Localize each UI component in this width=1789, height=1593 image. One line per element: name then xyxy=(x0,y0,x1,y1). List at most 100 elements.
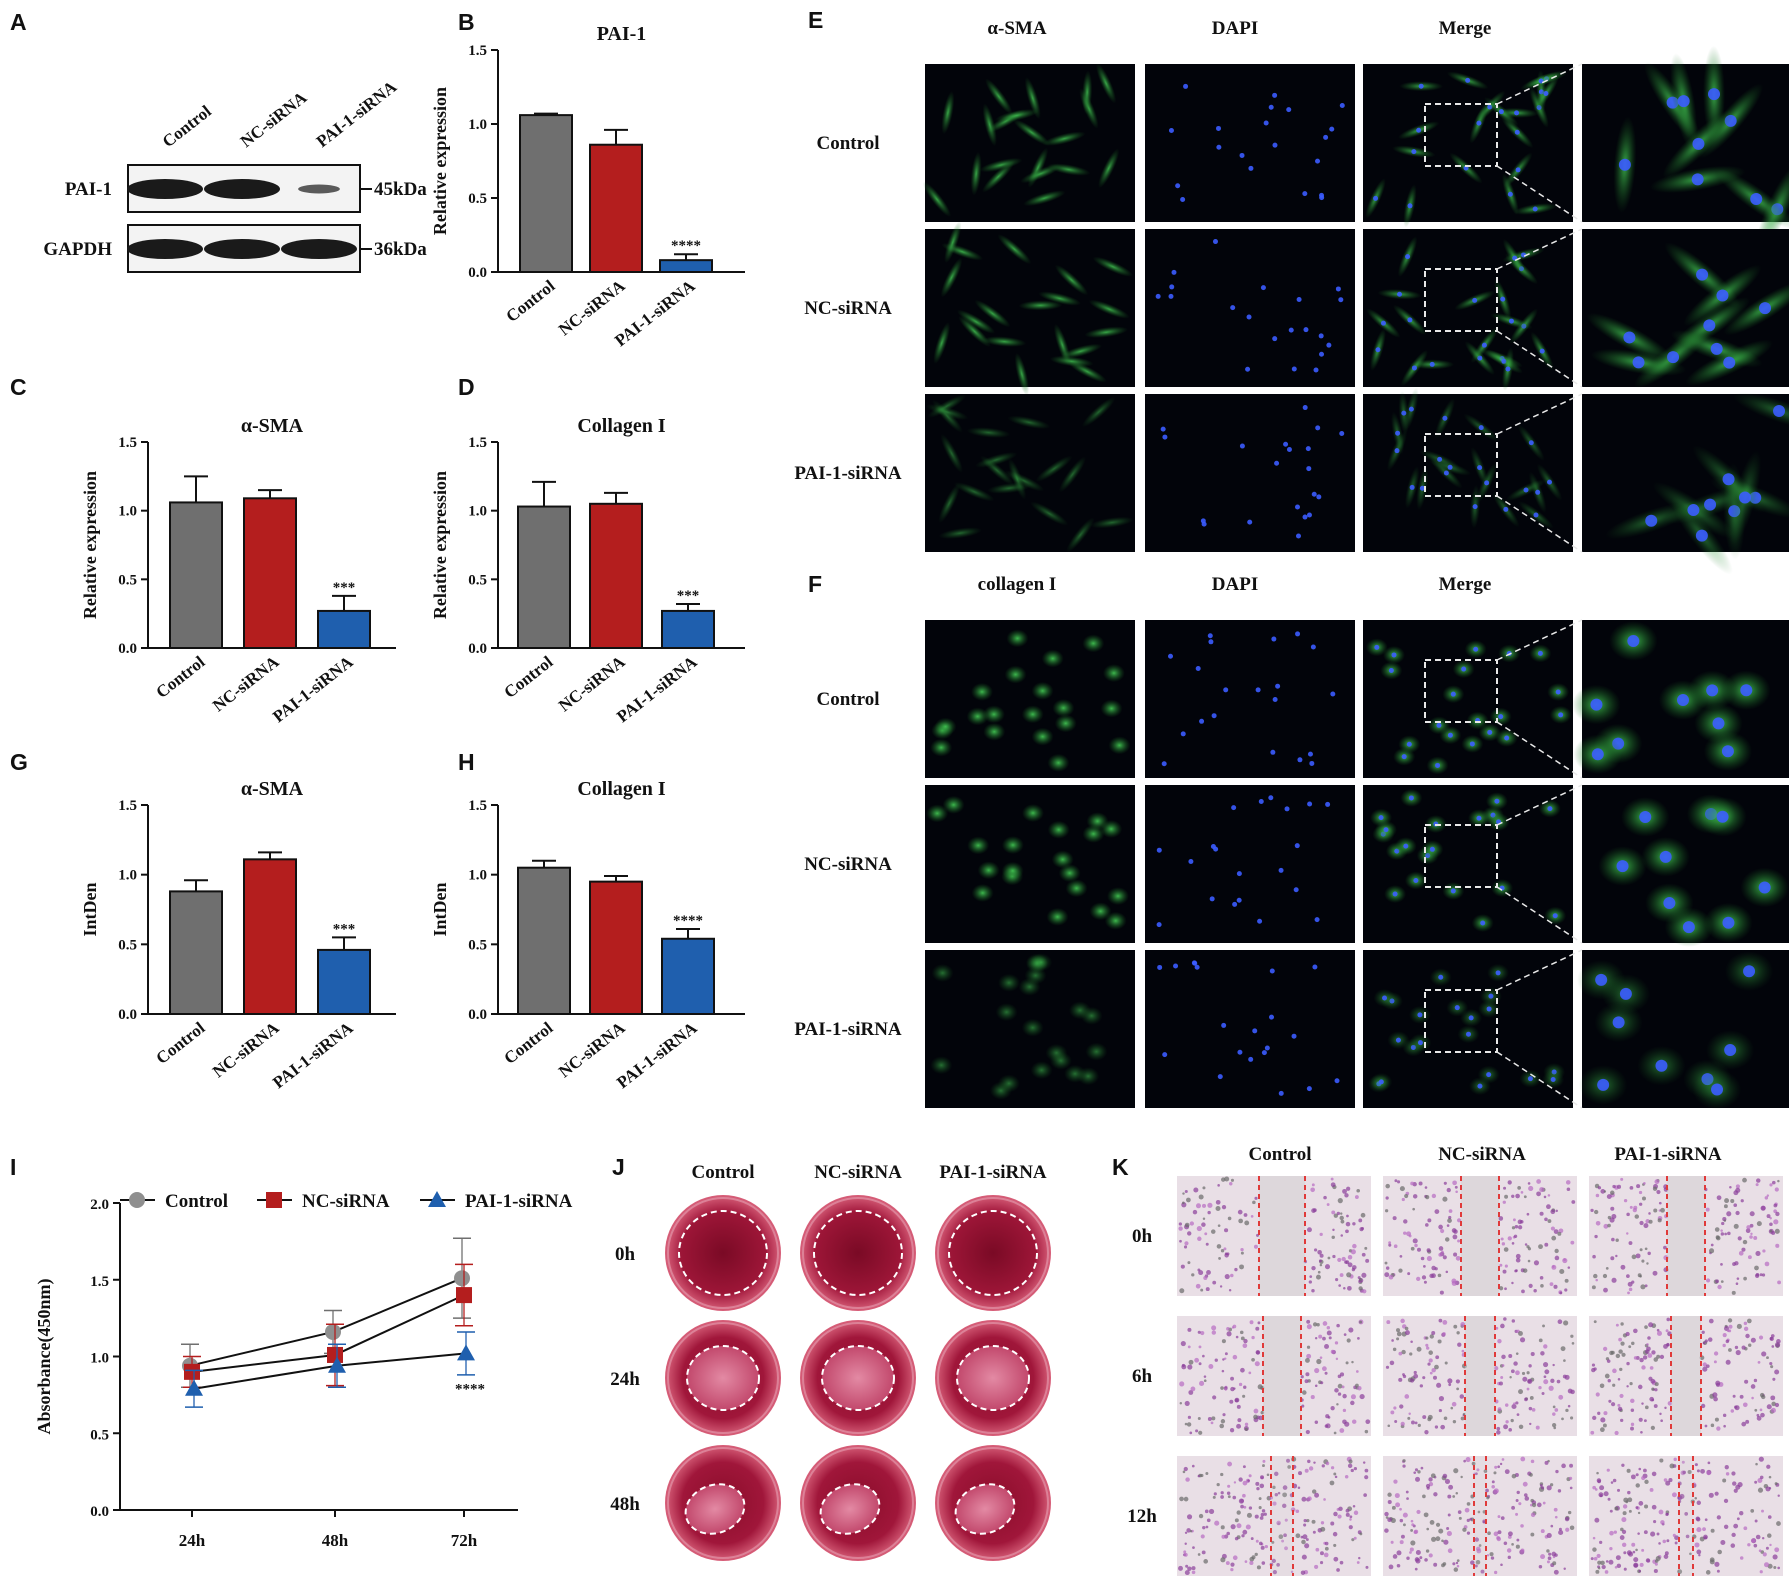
cell-dot xyxy=(1643,1419,1647,1423)
cell-dot xyxy=(1595,1220,1601,1226)
cell-dot xyxy=(1749,1223,1754,1228)
cell-dot xyxy=(1769,1222,1773,1227)
nucleus xyxy=(1498,109,1504,115)
cell-dot xyxy=(1567,1404,1571,1408)
cell-dot xyxy=(1774,1342,1781,1348)
cell-dot xyxy=(1772,1554,1778,1560)
if-column-header: DAPI xyxy=(1212,18,1258,39)
cell-dot xyxy=(1274,1471,1279,1477)
cell-dot xyxy=(1345,1260,1350,1265)
cell-dot xyxy=(1178,1226,1183,1231)
cell-dot xyxy=(1272,1570,1277,1575)
cell-dot xyxy=(1715,1235,1720,1240)
cell-dot xyxy=(1424,1558,1428,1562)
cell-dot xyxy=(1526,1245,1530,1249)
cell-dot xyxy=(1565,1180,1571,1185)
x-tick-label: NC-siRNA xyxy=(555,1018,629,1082)
nucleus xyxy=(1392,891,1398,897)
nucleus xyxy=(1533,512,1539,518)
cell-dot xyxy=(1735,1187,1741,1193)
cell-dot xyxy=(1592,1415,1597,1421)
cell-dot xyxy=(1403,1231,1407,1235)
cell-dot xyxy=(1520,1191,1524,1194)
cell-dot xyxy=(1237,1209,1243,1215)
cell-dot xyxy=(1402,1464,1406,1468)
cell-dot xyxy=(1475,1560,1481,1565)
cell xyxy=(1051,850,1074,869)
cell-dot xyxy=(1756,1221,1762,1227)
cell-dot xyxy=(1431,1367,1436,1373)
nucleus xyxy=(1486,1072,1492,1078)
cell-dot xyxy=(1201,1550,1206,1555)
cell-dot xyxy=(1593,1320,1597,1324)
cell-dot xyxy=(1278,1534,1284,1539)
nucleus xyxy=(1677,95,1690,108)
cell-dot xyxy=(1226,1531,1230,1536)
cell-dot xyxy=(1220,1249,1225,1253)
blot-row-label: GAPDH xyxy=(43,239,112,260)
nucleus xyxy=(1286,107,1292,113)
nucleus xyxy=(1209,896,1215,902)
cell-dot xyxy=(1681,1460,1685,1464)
cell-dot xyxy=(1189,1221,1195,1226)
cell-dot xyxy=(1743,1276,1747,1281)
cell-dot xyxy=(1233,1481,1237,1484)
cell xyxy=(1085,1042,1108,1061)
nucleus xyxy=(1268,104,1274,110)
cell-dot xyxy=(1334,1341,1339,1345)
wound-row-label: 0h xyxy=(1132,1226,1153,1247)
cell-dot xyxy=(1724,1232,1727,1236)
cell-dot xyxy=(1668,1478,1673,1483)
series-line-control xyxy=(189,1277,463,1367)
cell-dot xyxy=(1644,1325,1648,1329)
cell-dot xyxy=(1185,1564,1189,1568)
cell-dot xyxy=(1739,1556,1744,1560)
cell-dot xyxy=(1774,1228,1780,1234)
cell-dot xyxy=(1623,1551,1627,1555)
cell-dot xyxy=(1424,1186,1428,1189)
cell-dot xyxy=(1192,1209,1198,1215)
nucleus xyxy=(1318,333,1324,339)
y-tick-label: 1.0 xyxy=(118,504,137,520)
cell-dot xyxy=(1715,1279,1719,1284)
cell-dot xyxy=(1639,1220,1644,1226)
cell-dot xyxy=(1416,1247,1421,1252)
cell-dot xyxy=(1597,1567,1601,1570)
cell-dot xyxy=(1716,1569,1720,1573)
cell-dot xyxy=(1396,1337,1400,1341)
cell-dot xyxy=(1220,1495,1224,1499)
cell-dot xyxy=(1419,1384,1424,1388)
point-control xyxy=(454,1270,470,1287)
cell-dot xyxy=(1707,1461,1711,1465)
y-axis-label: IntDen xyxy=(430,882,450,936)
cell-dot xyxy=(1539,1484,1543,1487)
cell-dot xyxy=(1563,1320,1569,1326)
cell-dot xyxy=(1227,1461,1233,1467)
x-tick-label: Control xyxy=(152,652,208,702)
cell-dot xyxy=(1448,1209,1453,1213)
zoom-line xyxy=(1496,949,1583,991)
cell-dot xyxy=(1208,1508,1215,1515)
cell-dot xyxy=(1656,1330,1662,1336)
nucleus xyxy=(1438,974,1444,980)
cell-dot xyxy=(1283,1533,1287,1538)
cell-dot xyxy=(1654,1382,1659,1387)
cell-dot xyxy=(1332,1531,1338,1537)
cell-dot xyxy=(1765,1546,1769,1550)
cell-dot xyxy=(1500,1323,1505,1329)
cell-dot xyxy=(1640,1284,1646,1290)
x-tick-label: 24h xyxy=(179,1531,206,1550)
cell-dot xyxy=(1629,1185,1634,1190)
cell-dot xyxy=(1318,1334,1323,1339)
cell-dot xyxy=(1192,1546,1195,1549)
cell xyxy=(995,108,1039,123)
cell-dot xyxy=(1551,1235,1557,1241)
nucleus xyxy=(1263,120,1269,126)
cell-dot xyxy=(1422,1376,1426,1380)
if-column-header: collagen I xyxy=(978,574,1057,595)
cell-dot xyxy=(1599,1494,1603,1498)
cell-dot xyxy=(1251,1335,1255,1340)
cell-dot xyxy=(1664,1406,1667,1410)
cell-dot xyxy=(1486,1554,1490,1557)
cell-dot xyxy=(1679,1493,1685,1499)
